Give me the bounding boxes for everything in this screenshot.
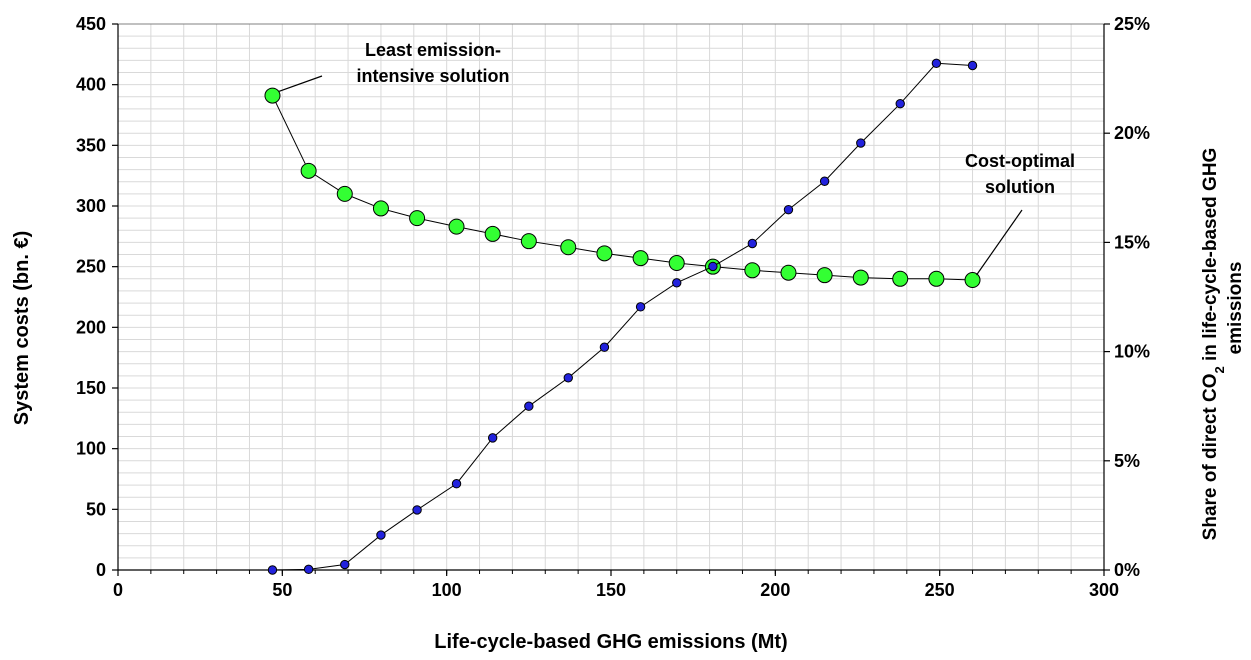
annotation-cost-optimal-leader [976, 209, 1023, 276]
data-point-series-1 [928, 270, 945, 287]
series-line-1 [272, 95, 973, 281]
data-point-series-1 [560, 239, 577, 256]
data-point-series-2 [563, 373, 573, 383]
data-point-series-1 [892, 270, 909, 287]
data-point-series-1 [852, 269, 869, 286]
x-tick-label: 300 [1089, 580, 1119, 600]
annotation-least-emission-line2: intensive solution [356, 66, 509, 86]
y2-axis-label-line1: Share of direct CO2 in life-cycle-based … [1200, 148, 1227, 541]
y-tick-label: 300 [76, 196, 106, 216]
data-point-series-2 [303, 564, 314, 575]
data-point-series-2 [340, 559, 350, 570]
data-point-series-2 [487, 433, 498, 443]
data-point-series-2 [412, 505, 422, 515]
data-point-series-1 [448, 218, 465, 235]
y2-tick-label: 20% [1114, 123, 1150, 143]
series [264, 58, 981, 575]
y2-axis-label-subscript: 2 [1212, 366, 1227, 373]
x-tick-label: 50 [272, 580, 292, 600]
y2-tick-label: 15% [1114, 232, 1150, 252]
data-point-series-2 [747, 238, 758, 249]
x-tick-label: 100 [432, 580, 462, 600]
data-point-series-1 [409, 210, 426, 227]
y2-tick-label: 0% [1114, 560, 1140, 580]
annotations: Least emission-intensive solution Cost-op… [278, 40, 1075, 276]
y-tick-label: 200 [76, 317, 106, 337]
x-tick-label: 250 [925, 580, 955, 600]
y2-axis-label-part1: Share of direct CO [1200, 373, 1221, 540]
data-point-series-2 [267, 565, 278, 575]
x-tick-label: 200 [760, 580, 790, 600]
data-point-series-1 [964, 272, 981, 289]
y-tick-label: 250 [76, 257, 106, 277]
data-point-series-2 [783, 204, 794, 215]
series-line-2 [272, 62, 973, 571]
data-point-series-1 [484, 225, 501, 242]
data-point-series-1 [596, 245, 613, 262]
data-point-series-1 [520, 233, 537, 250]
annotation-least-emission-leader [278, 75, 323, 93]
data-point-series-2 [708, 261, 718, 272]
y2-axis-label-part2: in life-cycle-based GHG [1200, 148, 1221, 367]
y2-tick-label: 25% [1114, 14, 1150, 34]
data-point-series-1 [300, 162, 317, 179]
data-point-series-2 [672, 278, 682, 288]
y-tick-label: 350 [76, 135, 106, 155]
y-tick-label: 50 [86, 499, 106, 519]
data-point-series-2 [895, 99, 905, 109]
annotation-cost-optimal-line2: solution [985, 177, 1055, 197]
grid [118, 24, 1104, 570]
data-point-series-2 [856, 138, 866, 148]
x-axis-label: Life-cycle-based GHG emissions (Mt) [434, 631, 787, 653]
data-point-series-1 [336, 185, 353, 202]
y-axis-label: System costs (bn. €) [11, 231, 33, 426]
data-point-series-2 [819, 176, 830, 186]
data-point-series-1 [372, 200, 389, 217]
annotation-least-emission-line1: Least emission- [365, 40, 501, 60]
y-tick-label: 400 [76, 75, 106, 95]
y2-axis-label-line2: emissions [1225, 262, 1246, 355]
data-point-series-1 [264, 87, 281, 104]
x-tick-label: 0 [113, 580, 123, 600]
data-point-series-1 [744, 262, 761, 279]
tick-labels: 0 50 100 150 200 250 300 0 50 100 150 200 250 300 350 4… [76, 14, 1150, 600]
data-point-series-2 [635, 302, 646, 312]
y-tick-label: 450 [76, 14, 106, 34]
data-point-series-2 [451, 479, 462, 489]
y2-tick-label: 5% [1114, 451, 1140, 471]
data-point-series-2 [931, 58, 942, 69]
data-point-series-1 [780, 264, 797, 281]
data-point-series-2 [376, 530, 386, 540]
data-point-series-2 [524, 401, 534, 411]
data-point-series-2 [599, 342, 610, 352]
data-point-series-1 [816, 267, 833, 284]
data-point-series-2 [967, 60, 978, 71]
y-tick-label: 100 [76, 439, 106, 459]
y2-tick-label: 10% [1114, 342, 1150, 362]
annotation-cost-optimal-line1: Cost-optimal [965, 151, 1075, 171]
y-tick-label: 0 [96, 560, 106, 580]
x-tick-label: 150 [596, 580, 626, 600]
data-point-series-1 [632, 250, 649, 267]
data-point-series-1 [668, 255, 685, 272]
y-tick-label: 150 [76, 378, 106, 398]
